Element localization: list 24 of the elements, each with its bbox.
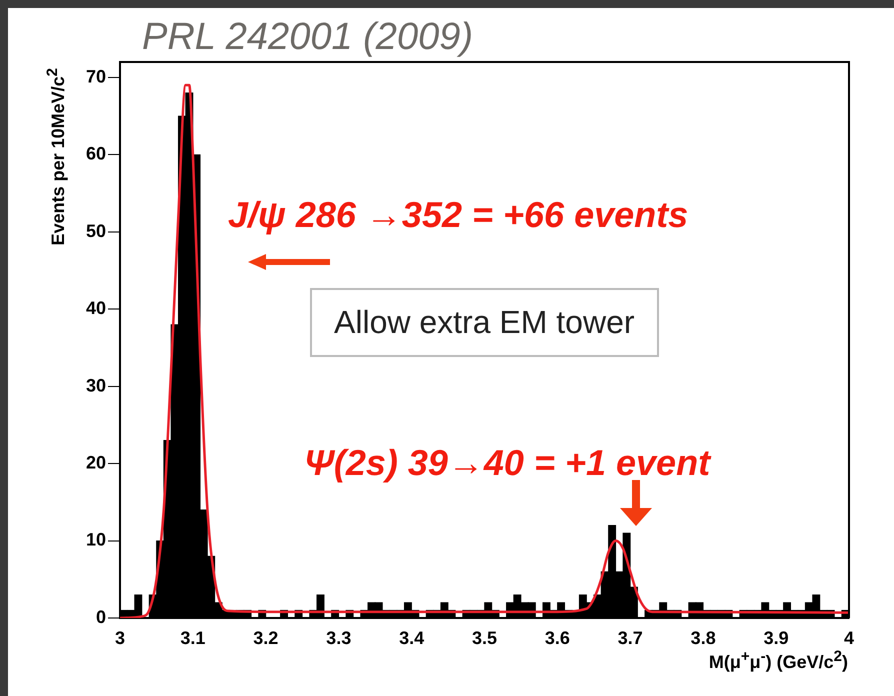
- y-tick-label: 30: [86, 375, 106, 396]
- annotation: Ψ(2s) 39→40 = +1 event: [304, 442, 710, 484]
- x-tick-label: 4: [844, 628, 854, 648]
- y-tick-label: 60: [86, 144, 106, 164]
- x-tick-label: 3.5: [472, 628, 498, 648]
- x-tick-label: 3.9: [764, 628, 789, 648]
- x-tick-label: 3.1: [180, 628, 206, 648]
- annotation: Allow extra EM tower: [310, 288, 659, 357]
- y-tick-label: 70: [86, 66, 106, 86]
- x-tick-label: 3.8: [690, 628, 716, 648]
- x-tick-label: 3: [114, 628, 126, 648]
- y-tick-label: 0: [96, 606, 106, 627]
- y-tick-label: 40: [86, 298, 106, 318]
- y-tick-label: 10: [86, 530, 106, 550]
- x-tick-label: 3.6: [544, 628, 570, 648]
- x-tick-label: 3.2: [253, 628, 278, 648]
- x-tick-label: 3.4: [399, 628, 424, 648]
- y-tick-label: 50: [86, 220, 106, 241]
- y-tick-label: 20: [86, 452, 106, 473]
- x-tick-label: 3.7: [618, 628, 643, 648]
- x-tick-label: 3.3: [326, 628, 352, 648]
- x-axis-title: M(μ$^{+}$μ$^{-}$) (GeV/c$^{2}$): [708, 648, 848, 673]
- text: PRL 242001 (2009): [132, 16, 483, 59]
- annotation: J/ψ 286 →352 = +66 events: [228, 194, 688, 236]
